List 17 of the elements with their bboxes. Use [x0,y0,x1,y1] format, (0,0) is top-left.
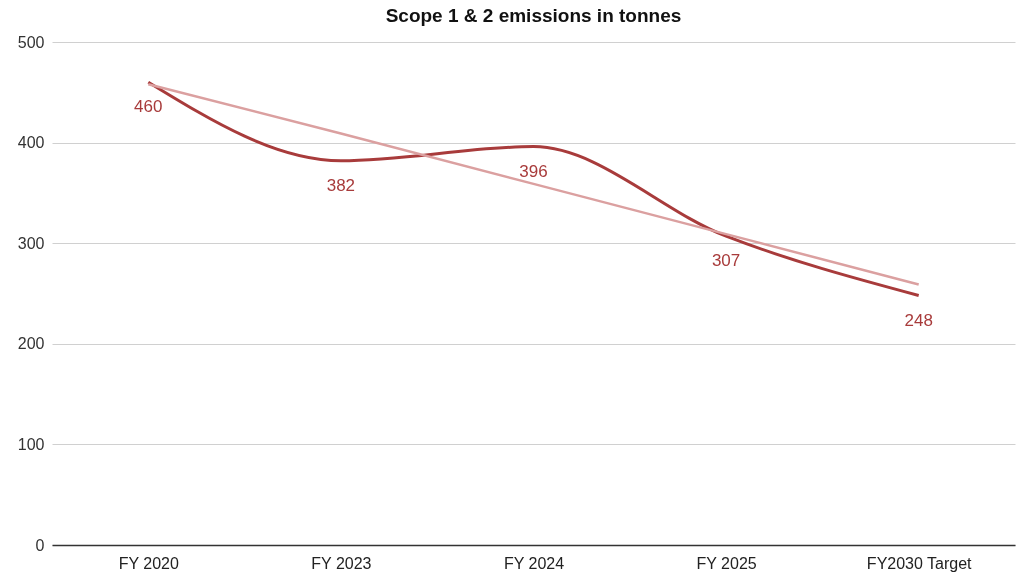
y-tick-label: 400 [17,134,45,152]
x-tick-label: FY 2025 [696,554,757,572]
x-tick-label: FY 2024 [503,554,565,572]
y-tick-label: 300 [17,234,45,252]
y-tick-label: 0 [35,536,45,554]
data-label: 396 [519,161,548,181]
data-label: 307 [711,251,741,271]
chart-title: Scope 1 & 2 emissions in tonnes [385,5,682,26]
data-label: 248 [904,310,933,330]
y-tick-label: 200 [17,335,45,353]
x-tick-label: FY 2020 [118,554,179,572]
x-tick-label: FY2030 Target [866,554,973,572]
y-tick-label: 100 [17,435,45,453]
data-label: 382 [326,175,356,195]
y-tick-label: 500 [17,33,45,51]
x-tick-label: FY 2023 [311,554,372,572]
data-label: 460 [134,97,163,117]
